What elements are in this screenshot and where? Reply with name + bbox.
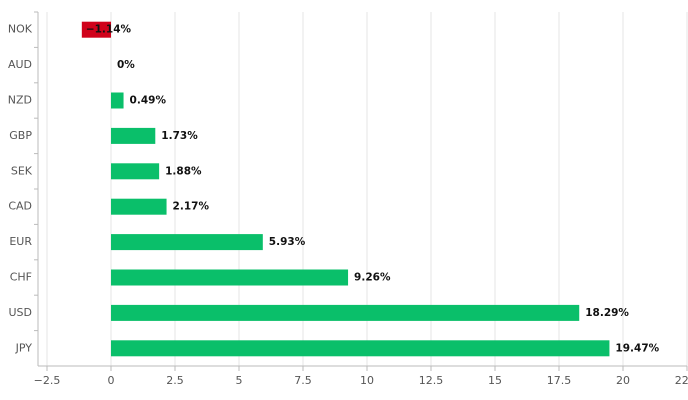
value-label: 18.29% bbox=[585, 307, 629, 319]
y-tick-label: JPY bbox=[15, 341, 33, 354]
bar bbox=[111, 269, 349, 286]
value-label: 9.26% bbox=[354, 272, 391, 284]
x-tick-label: 10 bbox=[360, 374, 374, 387]
x-tick-label: −2.5 bbox=[34, 374, 61, 387]
value-label: 0% bbox=[117, 59, 135, 71]
y-tick-label: SEK bbox=[11, 164, 33, 177]
x-tick-label: 22.5 bbox=[675, 374, 688, 387]
bar bbox=[111, 198, 167, 215]
y-tick-label: GBP bbox=[9, 129, 32, 142]
y-tick-label: CHF bbox=[10, 271, 32, 284]
x-tick-label: 17.5 bbox=[547, 374, 572, 387]
y-tick-label: AUD bbox=[8, 58, 32, 71]
x-tick-label: 7.5 bbox=[294, 374, 312, 387]
value-label: 2.17% bbox=[173, 201, 210, 213]
value-label: 19.47% bbox=[615, 342, 659, 354]
value-label: 1.88% bbox=[165, 165, 202, 177]
x-tick-label: 2.5 bbox=[166, 374, 184, 387]
value-label: 1.73% bbox=[161, 130, 198, 142]
x-tick-label: 20 bbox=[616, 374, 630, 387]
y-tick-label: USD bbox=[8, 306, 32, 319]
x-tick-label: 15 bbox=[488, 374, 502, 387]
bar bbox=[111, 234, 263, 251]
y-tick-label: CAD bbox=[8, 200, 32, 213]
bar bbox=[111, 92, 124, 109]
x-tick-label: 5 bbox=[236, 374, 243, 387]
bar bbox=[81, 21, 111, 38]
value-label: 5.93% bbox=[269, 236, 306, 248]
value-label: 0.49% bbox=[130, 95, 167, 107]
y-tick-label: NOK bbox=[8, 23, 33, 36]
bar bbox=[111, 304, 580, 321]
y-tick-label: EUR bbox=[9, 235, 32, 248]
value-label: −1.14% bbox=[86, 24, 132, 36]
bar bbox=[111, 127, 156, 144]
y-tick-label: NZD bbox=[8, 94, 32, 107]
bar bbox=[111, 340, 610, 357]
x-tick-label: 12.5 bbox=[419, 374, 444, 387]
bar bbox=[111, 163, 160, 180]
x-tick-label: 0 bbox=[108, 374, 115, 387]
